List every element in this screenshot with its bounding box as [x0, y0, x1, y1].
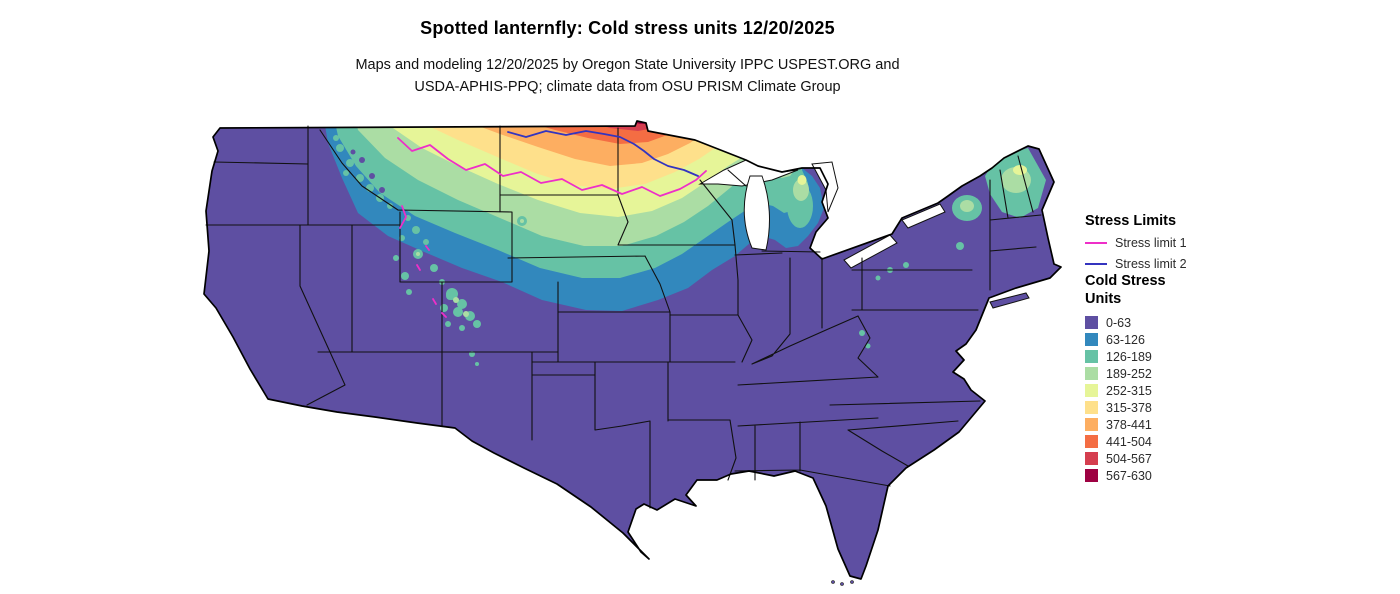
- lake-huron: [811, 161, 839, 213]
- montana-valley-speckles: [350, 149, 385, 193]
- legend-item-stress-limit-2: Stress limit 2: [1085, 255, 1255, 272]
- legend-bin: 0-63: [1085, 314, 1255, 331]
- cold-stress-units-heading-line2: Units: [1085, 291, 1122, 307]
- legend-bin: 504-567: [1085, 450, 1255, 467]
- bin-label-8: 504-567: [1106, 451, 1152, 466]
- legend-bin: 63-126: [1085, 331, 1255, 348]
- legend-bin: 441-504: [1085, 433, 1255, 450]
- map-container: [190, 118, 1065, 588]
- rockies-speckles-green: [416, 219, 524, 317]
- lake-michigan: [743, 175, 770, 251]
- bin-label-5: 315-378: [1106, 400, 1152, 415]
- lake-ontario: [901, 203, 946, 229]
- bin-label-1: 63-126: [1106, 332, 1145, 347]
- stress-limit-2-line: [507, 130, 699, 177]
- bin-swatch-3: [1085, 367, 1098, 380]
- bin-label-4: 252-315: [1106, 383, 1152, 398]
- stress-limit-2-label: Stress limit 2: [1115, 256, 1187, 271]
- great-lakes: [698, 159, 946, 269]
- legend-item-stress-limit-1: Stress limit 1: [1085, 234, 1255, 251]
- cold-stress-units-heading: Cold Stress Units: [1085, 272, 1255, 308]
- bin-swatch-9: [1085, 469, 1098, 482]
- legend-bin: 126-189: [1085, 348, 1255, 365]
- bin-swatch-8: [1085, 452, 1098, 465]
- cold-stress-units-heading-line1: Cold Stress: [1085, 273, 1166, 289]
- us-cold-stress-map: [203, 120, 1062, 586]
- cold-stress-units-bins: 0-63 63-126 126-189 189-252 252-315 315-…: [1085, 314, 1255, 484]
- northeast-patches: [859, 148, 1046, 349]
- michigan-patches: [787, 175, 813, 228]
- rockies-speckles-teal: [333, 135, 527, 366]
- bin-label-6: 378-441: [1106, 417, 1152, 432]
- florida-keys: [831, 580, 854, 586]
- page-title: Spotted lanternfly: Cold stress units 12…: [420, 18, 835, 38]
- legend-bin: 315-378: [1085, 399, 1255, 416]
- bin-label-7: 441-504: [1106, 434, 1152, 449]
- legend-bin: 378-441: [1085, 416, 1255, 433]
- legend-bin: 189-252: [1085, 365, 1255, 382]
- bin-label-0: 0-63: [1106, 315, 1132, 330]
- bin-swatch-1: [1085, 333, 1098, 346]
- bin-swatch-5: [1085, 401, 1098, 414]
- bin-swatch-2: [1085, 350, 1098, 363]
- long-island: [989, 292, 1030, 309]
- subtitle: Maps and modeling 12/20/2025 by Oregon S…: [150, 54, 1105, 98]
- bin-label-2: 126-189: [1106, 349, 1152, 364]
- bin-label-9: 567-630: [1106, 468, 1152, 483]
- stress-limit-1-label: Stress limit 1: [1115, 235, 1187, 250]
- us-outline: [203, 120, 1062, 580]
- stress-limit-1-swatch: [1085, 241, 1107, 244]
- stress-limits-heading: Stress Limits: [1085, 213, 1177, 229]
- bin-swatch-6: [1085, 418, 1098, 431]
- bin-label-3: 189-252: [1106, 366, 1152, 381]
- state-borders: [205, 125, 1042, 509]
- bin-swatch-0: [1085, 316, 1098, 329]
- stress-limit-1-line: [397, 137, 707, 318]
- lake-erie: [843, 234, 898, 269]
- bin-swatch-7: [1085, 435, 1098, 448]
- legend-bin: 567-630: [1085, 467, 1255, 484]
- bin-swatch-4: [1085, 384, 1098, 397]
- legend-bin: 252-315: [1085, 382, 1255, 399]
- subtitle-line-1: Maps and modeling 12/20/2025 by Oregon S…: [355, 57, 900, 73]
- subtitle-line-2: USDA-APHIS-PPQ; climate data from OSU PR…: [414, 79, 841, 95]
- legend: Stress Limits Stress limit 1 Stress limi…: [1085, 212, 1255, 484]
- stress-limit-2-swatch: [1085, 262, 1107, 265]
